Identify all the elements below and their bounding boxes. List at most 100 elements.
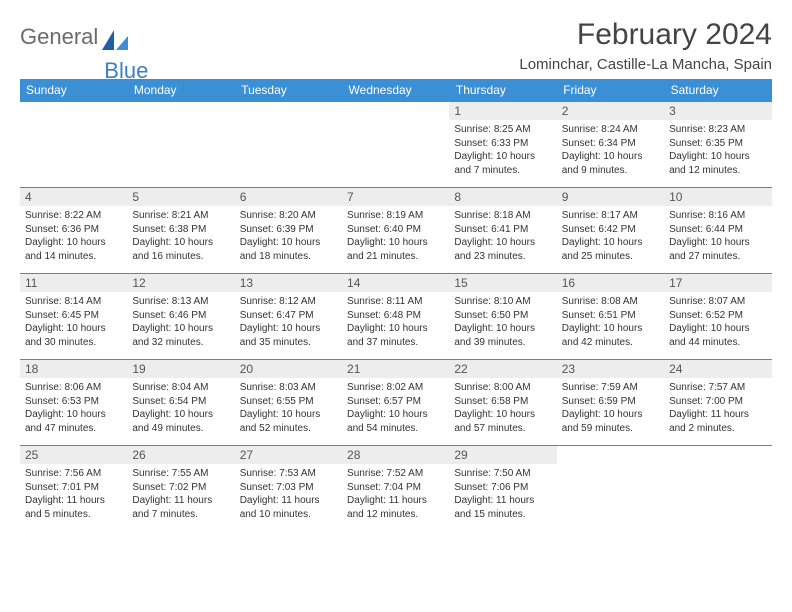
calendar-table: SundayMondayTuesdayWednesdayThursdayFrid…: [20, 79, 772, 532]
day-details: Sunrise: 8:06 AMSunset: 6:53 PMDaylight:…: [20, 378, 127, 438]
sunset-text: Sunset: 6:42 PM: [562, 223, 659, 237]
sunrise-text: Sunrise: 8:14 AM: [25, 295, 122, 309]
calendar-day-cell: 28Sunrise: 7:52 AMSunset: 7:04 PMDayligh…: [342, 446, 449, 532]
sunrise-text: Sunrise: 7:55 AM: [132, 467, 229, 481]
daylight-text: Daylight: 11 hours and 2 minutes.: [669, 408, 766, 435]
day-details: Sunrise: 8:22 AMSunset: 6:36 PMDaylight:…: [20, 206, 127, 266]
day-number: 16: [557, 274, 664, 292]
day-number: 24: [664, 360, 771, 378]
day-number: 29: [449, 446, 556, 464]
sunset-text: Sunset: 7:03 PM: [240, 481, 337, 495]
sunrise-text: Sunrise: 8:22 AM: [25, 209, 122, 223]
sunrise-text: Sunrise: 8:10 AM: [454, 295, 551, 309]
day-details: Sunrise: 8:17 AMSunset: 6:42 PMDaylight:…: [557, 206, 664, 266]
day-number: 25: [20, 446, 127, 464]
logo: General Blue: [20, 18, 148, 50]
sunset-text: Sunset: 6:39 PM: [240, 223, 337, 237]
calendar-day-cell: 5Sunrise: 8:21 AMSunset: 6:38 PMDaylight…: [127, 188, 234, 274]
calendar-week-row: 25Sunrise: 7:56 AMSunset: 7:01 PMDayligh…: [20, 446, 772, 532]
sunset-text: Sunset: 7:00 PM: [669, 395, 766, 409]
day-details: Sunrise: 8:23 AMSunset: 6:35 PMDaylight:…: [664, 120, 771, 180]
calendar-day-cell: 16Sunrise: 8:08 AMSunset: 6:51 PMDayligh…: [557, 274, 664, 360]
sunset-text: Sunset: 6:48 PM: [347, 309, 444, 323]
day-details: Sunrise: 7:55 AMSunset: 7:02 PMDaylight:…: [127, 464, 234, 524]
sunset-text: Sunset: 6:38 PM: [132, 223, 229, 237]
daylight-text: Daylight: 10 hours and 37 minutes.: [347, 322, 444, 349]
calendar-day-cell: 9Sunrise: 8:17 AMSunset: 6:42 PMDaylight…: [557, 188, 664, 274]
calendar-day-cell: 18Sunrise: 8:06 AMSunset: 6:53 PMDayligh…: [20, 360, 127, 446]
day-details: Sunrise: 8:02 AMSunset: 6:57 PMDaylight:…: [342, 378, 449, 438]
day-number: 12: [127, 274, 234, 292]
day-number: 11: [20, 274, 127, 292]
sunset-text: Sunset: 6:50 PM: [454, 309, 551, 323]
daylight-text: Daylight: 11 hours and 7 minutes.: [132, 494, 229, 521]
daylight-text: Daylight: 10 hours and 7 minutes.: [454, 150, 551, 177]
sunrise-text: Sunrise: 8:11 AM: [347, 295, 444, 309]
day-details: Sunrise: 8:18 AMSunset: 6:41 PMDaylight:…: [449, 206, 556, 266]
sunrise-text: Sunrise: 8:17 AM: [562, 209, 659, 223]
day-details: Sunrise: 8:08 AMSunset: 6:51 PMDaylight:…: [557, 292, 664, 352]
calendar-day-cell: 4Sunrise: 8:22 AMSunset: 6:36 PMDaylight…: [20, 188, 127, 274]
sunrise-text: Sunrise: 8:04 AM: [132, 381, 229, 395]
sunrise-text: Sunrise: 8:06 AM: [25, 381, 122, 395]
sunset-text: Sunset: 6:52 PM: [669, 309, 766, 323]
sunset-text: Sunset: 6:54 PM: [132, 395, 229, 409]
daylight-text: Daylight: 10 hours and 57 minutes.: [454, 408, 551, 435]
daylight-text: Daylight: 10 hours and 18 minutes.: [240, 236, 337, 263]
daylight-text: Daylight: 10 hours and 35 minutes.: [240, 322, 337, 349]
day-details: Sunrise: 8:20 AMSunset: 6:39 PMDaylight:…: [235, 206, 342, 266]
sunrise-text: Sunrise: 8:13 AM: [132, 295, 229, 309]
logo-text-blue: Blue: [104, 58, 148, 84]
day-number: 4: [20, 188, 127, 206]
daylight-text: Daylight: 10 hours and 39 minutes.: [454, 322, 551, 349]
calendar-week-row: 1Sunrise: 8:25 AMSunset: 6:33 PMDaylight…: [20, 102, 772, 188]
day-details: Sunrise: 8:11 AMSunset: 6:48 PMDaylight:…: [342, 292, 449, 352]
calendar-body: 1Sunrise: 8:25 AMSunset: 6:33 PMDaylight…: [20, 102, 772, 532]
day-details: Sunrise: 8:03 AMSunset: 6:55 PMDaylight:…: [235, 378, 342, 438]
day-number: 1: [449, 102, 556, 120]
calendar-day-cell: 29Sunrise: 7:50 AMSunset: 7:06 PMDayligh…: [449, 446, 556, 532]
day-number: 27: [235, 446, 342, 464]
sunrise-text: Sunrise: 8:16 AM: [669, 209, 766, 223]
sunset-text: Sunset: 6:59 PM: [562, 395, 659, 409]
day-details: Sunrise: 8:21 AMSunset: 6:38 PMDaylight:…: [127, 206, 234, 266]
daylight-text: Daylight: 10 hours and 23 minutes.: [454, 236, 551, 263]
sunset-text: Sunset: 7:01 PM: [25, 481, 122, 495]
sunrise-text: Sunrise: 8:02 AM: [347, 381, 444, 395]
calendar-day-cell: 1Sunrise: 8:25 AMSunset: 6:33 PMDaylight…: [449, 102, 556, 188]
calendar-day-cell: 25Sunrise: 7:56 AMSunset: 7:01 PMDayligh…: [20, 446, 127, 532]
calendar-day-cell: 3Sunrise: 8:23 AMSunset: 6:35 PMDaylight…: [664, 102, 771, 188]
sunset-text: Sunset: 6:55 PM: [240, 395, 337, 409]
calendar-day-cell: 24Sunrise: 7:57 AMSunset: 7:00 PMDayligh…: [664, 360, 771, 446]
calendar-empty-cell: [127, 102, 234, 188]
weekday-header: Friday: [557, 79, 664, 102]
calendar-day-cell: 21Sunrise: 8:02 AMSunset: 6:57 PMDayligh…: [342, 360, 449, 446]
sunset-text: Sunset: 6:57 PM: [347, 395, 444, 409]
logo-text-general: General: [20, 24, 98, 50]
sunrise-text: Sunrise: 8:00 AM: [454, 381, 551, 395]
daylight-text: Daylight: 10 hours and 12 minutes.: [669, 150, 766, 177]
calendar-day-cell: 13Sunrise: 8:12 AMSunset: 6:47 PMDayligh…: [235, 274, 342, 360]
sunrise-text: Sunrise: 8:20 AM: [240, 209, 337, 223]
daylight-text: Daylight: 10 hours and 16 minutes.: [132, 236, 229, 263]
day-details: Sunrise: 7:50 AMSunset: 7:06 PMDaylight:…: [449, 464, 556, 524]
daylight-text: Daylight: 10 hours and 25 minutes.: [562, 236, 659, 263]
calendar-day-cell: 7Sunrise: 8:19 AMSunset: 6:40 PMDaylight…: [342, 188, 449, 274]
weekday-header: Wednesday: [342, 79, 449, 102]
day-number: 20: [235, 360, 342, 378]
day-number: 5: [127, 188, 234, 206]
day-details: Sunrise: 8:10 AMSunset: 6:50 PMDaylight:…: [449, 292, 556, 352]
daylight-text: Daylight: 11 hours and 5 minutes.: [25, 494, 122, 521]
sunrise-text: Sunrise: 8:18 AM: [454, 209, 551, 223]
sunset-text: Sunset: 6:41 PM: [454, 223, 551, 237]
day-details: Sunrise: 8:00 AMSunset: 6:58 PMDaylight:…: [449, 378, 556, 438]
day-details: Sunrise: 8:19 AMSunset: 6:40 PMDaylight:…: [342, 206, 449, 266]
day-details: Sunrise: 7:56 AMSunset: 7:01 PMDaylight:…: [20, 464, 127, 524]
calendar-day-cell: 10Sunrise: 8:16 AMSunset: 6:44 PMDayligh…: [664, 188, 771, 274]
daylight-text: Daylight: 10 hours and 54 minutes.: [347, 408, 444, 435]
sunset-text: Sunset: 6:45 PM: [25, 309, 122, 323]
daylight-text: Daylight: 10 hours and 44 minutes.: [669, 322, 766, 349]
daylight-text: Daylight: 10 hours and 32 minutes.: [132, 322, 229, 349]
day-number: 18: [20, 360, 127, 378]
daylight-text: Daylight: 10 hours and 21 minutes.: [347, 236, 444, 263]
